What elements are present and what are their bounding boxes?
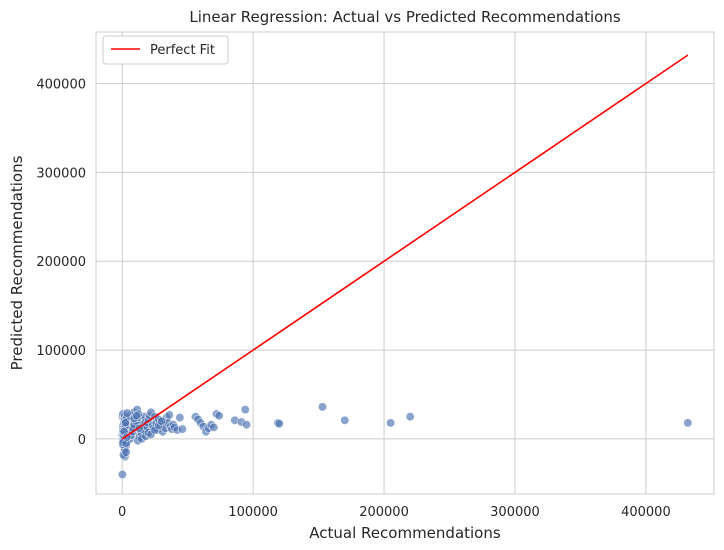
scatter-point <box>240 405 250 415</box>
x-tick-label: 200000 <box>359 505 409 520</box>
scatter-point <box>175 413 185 423</box>
x-axis-title: Actual Recommendations <box>309 524 501 542</box>
perfect-fit-line-layer <box>121 54 689 440</box>
legend-box <box>102 35 229 65</box>
scatter-point <box>214 411 224 421</box>
chart-title: Linear Regression: Actual vs Predicted R… <box>189 8 620 26</box>
scatter-point <box>405 412 415 422</box>
scatter-point <box>274 419 284 429</box>
scatter-point <box>164 410 174 420</box>
scatter-point <box>122 408 132 418</box>
scatter-point <box>132 411 142 421</box>
x-tick-label: 100000 <box>228 505 278 520</box>
x-tick-label: 400000 <box>621 505 671 520</box>
scatter-point <box>209 422 219 432</box>
x-tick-labels: 0 100000 200000 300000 400000 <box>118 505 671 520</box>
plot-frame <box>95 31 715 495</box>
legend: Perfect Fit <box>102 35 229 65</box>
scatter-point <box>683 418 693 428</box>
y-tick-label: 0 <box>78 433 86 448</box>
scatter-point <box>121 447 131 457</box>
y-tick-label: 400000 <box>36 78 86 93</box>
scatter-point <box>317 402 327 412</box>
x-tick-label: 300000 <box>490 505 540 520</box>
y-tick-label: 300000 <box>36 166 86 181</box>
y-tick-label: 100000 <box>36 344 86 359</box>
data-points <box>117 402 693 479</box>
scatter-point <box>340 415 350 425</box>
x-tick-label: 0 <box>118 505 126 520</box>
y-tick-labels: 0 100000 200000 300000 400000 <box>36 78 86 448</box>
scatter-point <box>386 418 396 428</box>
grid <box>96 32 714 494</box>
scatter-point <box>117 469 127 479</box>
scatter-point <box>177 424 187 434</box>
scatter-point <box>120 418 130 428</box>
y-tick-label: 200000 <box>36 255 86 270</box>
scatter-point <box>157 416 167 426</box>
legend-label-perfect-fit: Perfect Fit <box>150 43 215 58</box>
y-axis-title: Predicted Recommendations <box>8 155 26 370</box>
scatter-point <box>242 420 252 430</box>
perfect-fit-line <box>121 54 689 440</box>
